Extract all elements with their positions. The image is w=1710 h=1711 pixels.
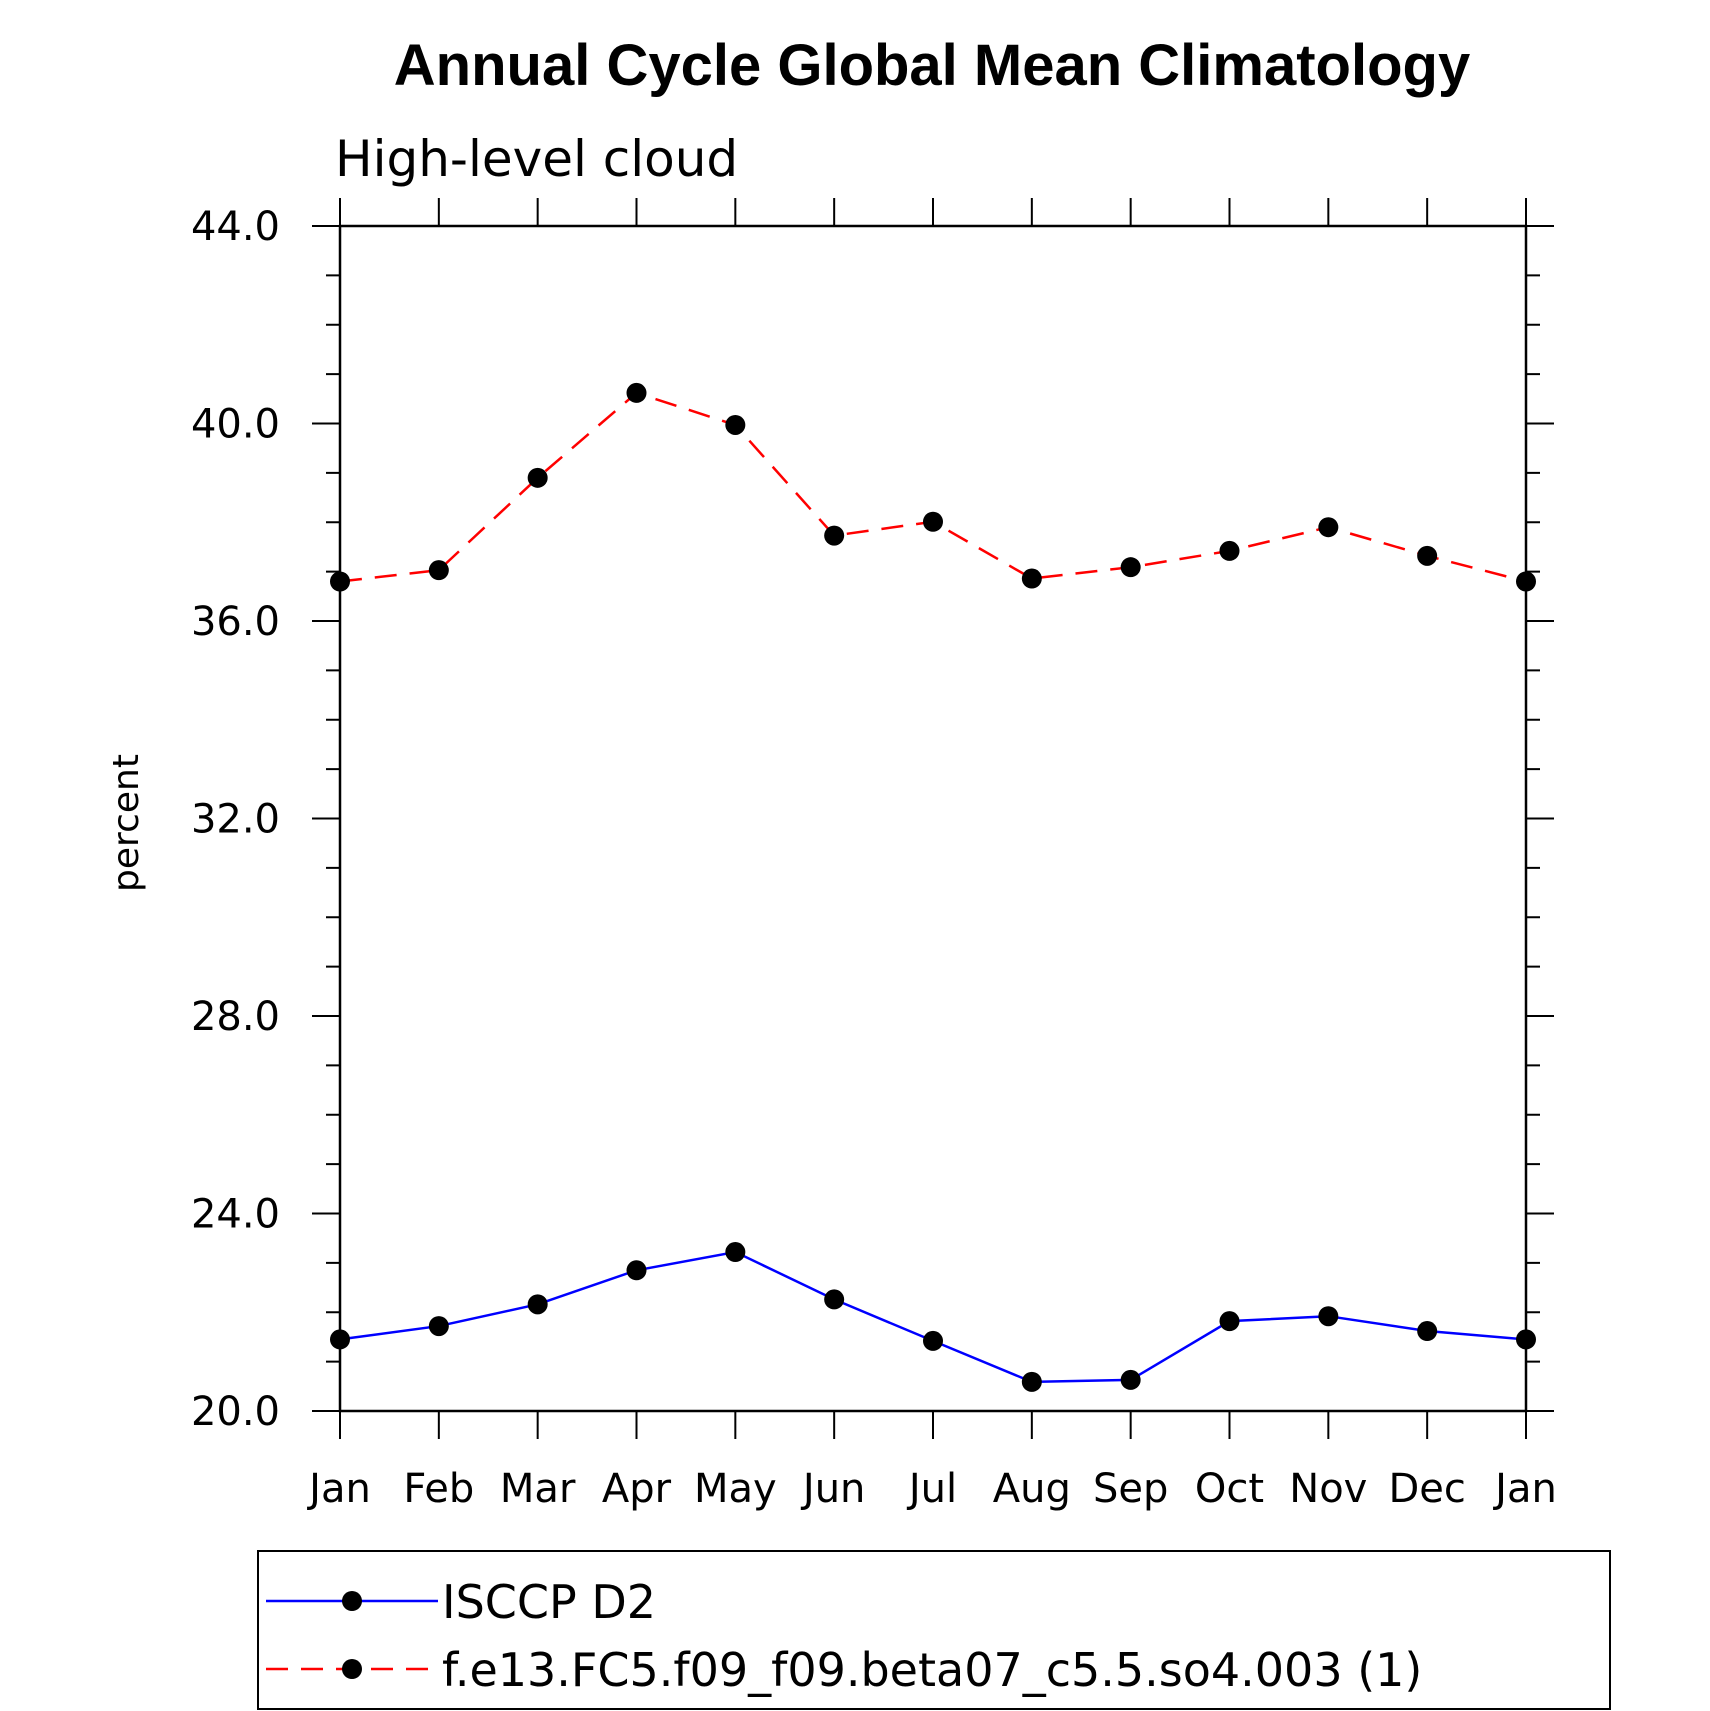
x-tick-label: Feb	[403, 1466, 474, 1512]
legend-marker	[342, 1591, 362, 1611]
data-point	[527, 467, 548, 488]
data-point	[1516, 571, 1536, 592]
y-tick-labels: 20.0 24.0 28.0 32.0 36.0 40.0 44.0	[191, 204, 280, 1435]
data-point	[1120, 557, 1141, 578]
data-point	[725, 1242, 746, 1263]
legend-items: ISCCP D2 f.e13.FC5.f09_f09.beta07_c5.5.so…	[266, 1575, 1422, 1697]
data-point	[1516, 1329, 1536, 1350]
x-tick-label: May	[694, 1466, 777, 1512]
x-tick-label: Jun	[800, 1466, 866, 1512]
y-tick-label: 40.0	[191, 402, 280, 448]
data-point	[330, 571, 350, 592]
legend-box	[257, 1550, 1611, 1710]
series-layer	[330, 382, 1536, 1392]
y-tick-label: 24.0	[191, 1192, 280, 1238]
series-1	[330, 1242, 1536, 1392]
chart-subtitle: High-level cloud	[335, 130, 738, 188]
data-point	[1219, 1311, 1240, 1332]
axis-ticks	[312, 198, 1554, 1439]
data-point	[1318, 1306, 1339, 1327]
x-tick-labels: Jan Feb Mar Apr May Jun Jul Aug Sep Oct Nov Dec Jan	[306, 1466, 1557, 1512]
y-tick-label: 28.0	[191, 994, 280, 1040]
y-tick-label: 36.0	[191, 599, 280, 645]
plot-frame	[338, 224, 1528, 1413]
x-tick-label: Dec	[1388, 1466, 1465, 1512]
x-tick-label: Sep	[1093, 1466, 1168, 1512]
series-line	[339, 1250, 1527, 1384]
data-point	[923, 511, 943, 532]
data-point	[923, 1330, 943, 1351]
y-axis-label: percent	[106, 754, 147, 892]
data-point	[1219, 540, 1240, 561]
data-point	[428, 1316, 449, 1337]
data-point	[1417, 545, 1438, 566]
legend-item: ISCCP D2	[266, 1575, 656, 1629]
data-point	[1318, 517, 1339, 538]
legend-marker	[342, 1659, 362, 1679]
data-point	[428, 560, 449, 581]
data-point	[824, 525, 845, 546]
x-tick-label: Oct	[1195, 1466, 1264, 1512]
y-tick-label: 32.0	[191, 797, 280, 843]
x-tick-label: Nov	[1289, 1466, 1367, 1512]
data-point	[824, 1289, 845, 1310]
x-tick-label: Mar	[500, 1466, 576, 1512]
data-point	[725, 414, 746, 435]
data-point	[1120, 1369, 1141, 1390]
x-tick-label: Jan	[1492, 1466, 1557, 1512]
data-point	[1417, 1321, 1438, 1342]
data-point	[527, 1294, 548, 1315]
legend: ISCCP D2 f.e13.FC5.f09_f09.beta07_c5.5.so…	[257, 1550, 1611, 1710]
legend-label: f.e13.FC5.f09_f09.beta07_c5.5.so4.003 (1…	[442, 1643, 1422, 1697]
chart-title: Annual Cycle Global Mean Climatology	[394, 33, 1470, 98]
x-tick-label: Jan	[306, 1466, 371, 1512]
legend-label: ISCCP D2	[442, 1575, 656, 1629]
data-point	[1021, 568, 1042, 589]
data-point	[626, 382, 647, 403]
data-point	[330, 1329, 350, 1350]
data-point	[1021, 1371, 1042, 1392]
series-line	[339, 391, 1527, 583]
legend-item: f.e13.FC5.f09_f09.beta07_c5.5.so4.003 (1…	[266, 1643, 1422, 1697]
x-tick-label: Jul	[906, 1466, 957, 1512]
x-tick-label: Aug	[993, 1466, 1071, 1512]
data-point	[626, 1260, 647, 1281]
y-tick-label: 20.0	[191, 1389, 280, 1435]
x-tick-label: Apr	[602, 1466, 672, 1512]
y-tick-label: 44.0	[191, 204, 280, 250]
series-2	[330, 382, 1536, 592]
